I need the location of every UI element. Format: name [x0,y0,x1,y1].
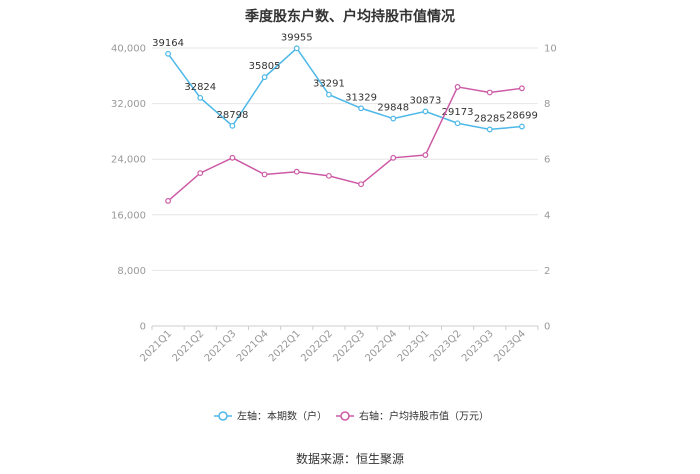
value-point [422,152,429,158]
data-label: 39164 [152,38,184,49]
holders-point [326,91,332,98]
y-left-tick-label: 32,000 [111,99,146,110]
holders-point [165,50,171,57]
y-left-tick-label: 16,000 [111,210,146,221]
x-tick-label: 2023Q4 [492,328,528,364]
value-point [486,89,493,96]
x-tick-label: 2022Q4 [364,328,400,364]
data-label: 39955 [281,32,313,43]
value-point [358,181,364,188]
legend-value-marker [340,411,350,421]
legend-value-label: 右轴：户均持股市值（万元） [359,410,489,423]
series-line-holders [167,47,522,131]
data-label: 29848 [377,103,409,114]
chart-title: 季度股东户数、户均持股市值情况 [245,9,455,25]
value-point [326,172,332,179]
x-tick-label: 2021Q1 [138,328,174,364]
data-label: 28798 [217,110,249,121]
x-tick-label: 2022Q3 [331,328,367,364]
holders-point [261,74,268,81]
holders-point [197,94,204,101]
value-point [390,154,397,161]
data-label: 28285 [474,113,506,124]
value-point [229,154,236,161]
value-point [197,170,204,177]
holders-point [229,122,236,129]
holders-point [293,45,300,52]
x-tick-label: 2023Q1 [396,328,432,364]
y-right-tick-label: 0 [544,322,550,333]
holders-point [486,126,493,133]
data-label: 29173 [442,107,474,118]
y-right-tick-label: 4 [544,210,550,221]
data-label: 31329 [345,92,377,103]
x-tick-label: 2023Q3 [460,328,496,364]
holders-point [519,123,525,130]
value-point [261,171,268,178]
y-left-tick-label: 8,000 [117,266,146,277]
holders-point [454,120,461,127]
data-label: 33291 [313,79,345,90]
x-tick-label: 2023Q2 [428,328,464,364]
x-tick-label: 2021Q4 [235,328,271,364]
y-right-tick-label: 10 [544,44,557,55]
data-label: 28699 [506,111,538,122]
x-tick-label: 2021Q3 [203,328,239,364]
data-source: 数据来源：恒生聚源 [295,452,404,466]
legend-holders-marker [218,411,228,421]
data-label: 32824 [184,82,216,93]
y-right-tick-label: 6 [544,155,550,166]
series-line-value [167,86,523,202]
holders-point [358,105,364,112]
legend-holders-label: 左轴：本期数（户） [237,410,327,423]
data-label: 35805 [249,61,281,72]
value-point [519,85,525,92]
y-right-tick-label: 8 [544,99,550,110]
x-tick-label: 2022Q1 [267,328,303,364]
value-point [454,84,461,90]
x-tick-label: 2021Q2 [171,328,207,364]
data-label: 30873 [410,95,442,106]
y-right-tick-label: 2 [544,266,550,277]
value-point [165,197,171,204]
y-left-tick-label: 40,000 [111,44,146,55]
holders-point [422,108,429,115]
value-point [293,168,300,175]
y-left-tick-label: 24,000 [111,155,146,166]
y-left-tick-label: 0 [140,322,146,333]
holders-point [390,115,397,122]
x-tick-label: 2022Q2 [299,328,335,364]
